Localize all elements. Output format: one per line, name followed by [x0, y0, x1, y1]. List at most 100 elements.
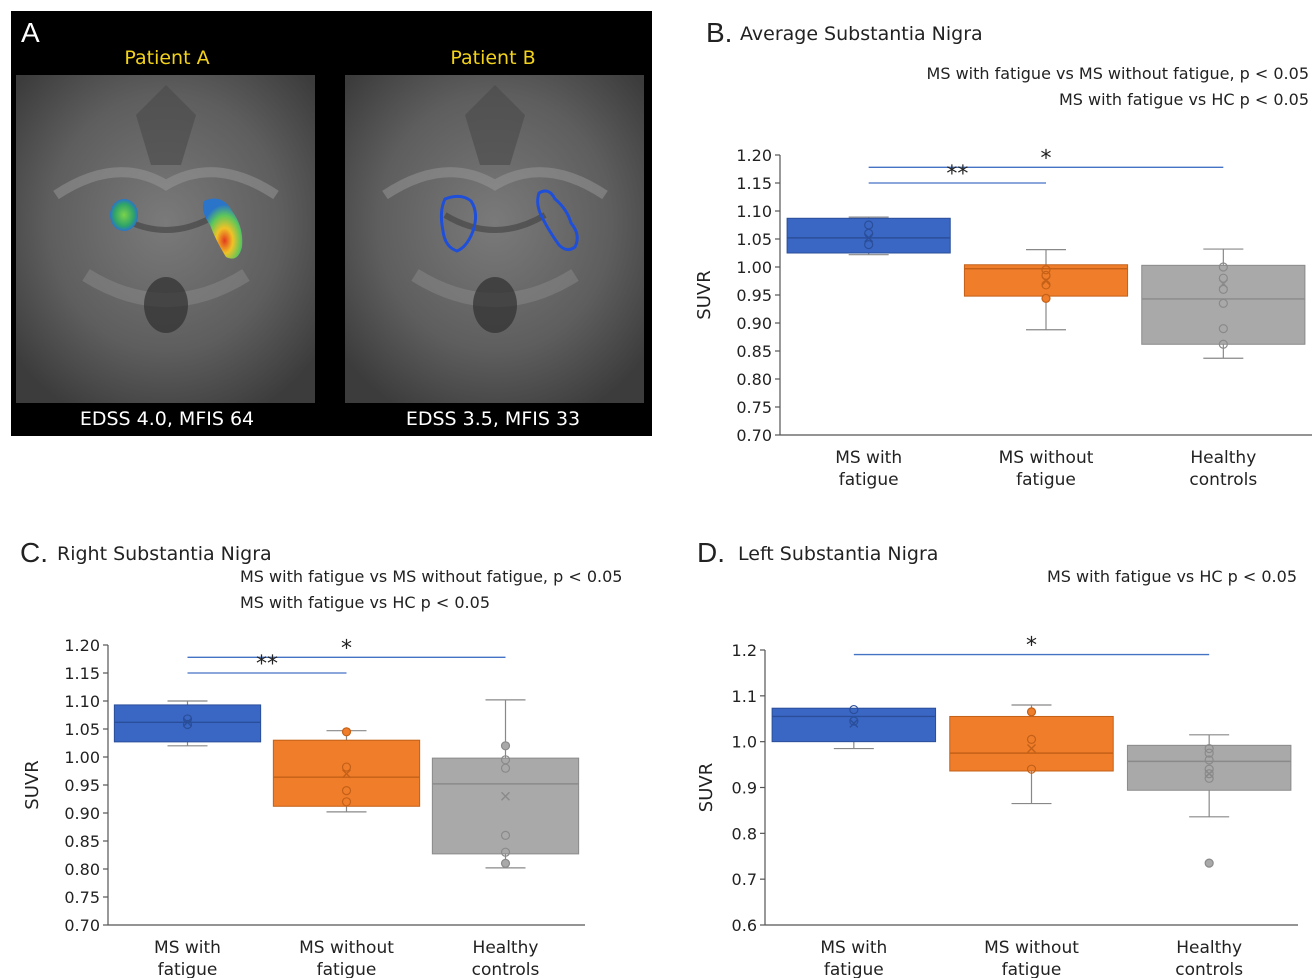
y-tick-label: 1.20 — [736, 146, 772, 165]
category-label: fatigue — [1016, 470, 1076, 490]
mean-marker — [501, 791, 510, 801]
data-point — [1218, 298, 1228, 308]
mean-marker — [183, 717, 192, 727]
box-1 — [949, 704, 1114, 805]
data-point — [1218, 324, 1228, 334]
data-point — [1204, 769, 1214, 779]
data-point — [1026, 707, 1037, 717]
panel-b-note-2: MS with fatigue vs HC p < 0.05 — [1059, 90, 1309, 109]
mean-marker — [1027, 744, 1036, 754]
data-point — [1204, 743, 1214, 754]
y-tick-label: 0.75 — [736, 398, 772, 417]
panel-d-title: Left Substantia Nigra — [738, 543, 939, 565]
mean-marker — [849, 718, 859, 728]
y-tick-label: 0.85 — [736, 342, 772, 361]
data-point — [500, 741, 511, 751]
data-point — [500, 763, 511, 773]
significance-label: * — [341, 636, 352, 661]
mri-image-patient-b — [345, 75, 644, 403]
data-point — [849, 704, 859, 715]
data-point — [341, 727, 352, 737]
category-label: MS without — [999, 448, 1094, 468]
data-point — [1041, 293, 1051, 303]
box-iqr — [786, 217, 951, 254]
mri-panel: A Patient A Patient B — [11, 11, 652, 436]
patient-b-caption: EDSS 3.5, MFIS 33 — [405, 408, 581, 430]
data-point — [1204, 858, 1214, 868]
box-0 — [113, 700, 262, 747]
y-tick-label: 0.80 — [736, 370, 772, 389]
category-label: fatigue — [158, 960, 218, 978]
y-tick-label: 0.85 — [64, 832, 100, 851]
y-tick-label: 0.95 — [64, 776, 100, 795]
y-tick-label: 1.1 — [732, 687, 757, 706]
mean-marker — [1218, 279, 1228, 289]
y-tick-label: 1.10 — [64, 692, 100, 711]
box-2 — [431, 699, 580, 869]
y-tick-label: 1.15 — [64, 664, 100, 683]
data-point — [500, 858, 511, 868]
y-axis-label: SUVR — [694, 270, 715, 319]
y-tick-label: 0.75 — [64, 888, 100, 907]
chart-average-substantia-nigra: 0.70 0.75 0.80 0.85 0.90 0.95 1.00 1.05 1.10 1.15… — [694, 146, 1312, 490]
data-point — [341, 762, 352, 772]
y-tick-label: 0.8 — [732, 824, 757, 843]
data-point — [1204, 748, 1214, 758]
mean-marker — [1041, 276, 1051, 286]
category-label: controls — [472, 960, 540, 978]
data-point — [1041, 265, 1051, 275]
y-tick-label: 0.80 — [64, 860, 100, 879]
data-point — [500, 847, 511, 857]
category-label: MS without — [299, 938, 394, 958]
y-tick-label: 1.05 — [736, 230, 772, 249]
box-iqr — [1141, 264, 1306, 345]
data-point — [1204, 755, 1214, 765]
box-1 — [272, 727, 421, 813]
data-point — [500, 830, 511, 840]
panel-d-letter: D. — [697, 537, 725, 568]
chart-right-substantia-nigra: 0.70 0.75 0.80 0.85 0.90 0.95 1.00 1.05 1.10 1.15… — [22, 636, 585, 978]
box-2 — [1141, 248, 1306, 359]
category-label: controls — [1189, 470, 1257, 490]
panel-a-letter: A — [21, 17, 40, 48]
y-tick-label: 1.15 — [736, 174, 772, 193]
category-label: Healthy — [473, 938, 539, 958]
mean-marker — [1204, 769, 1214, 779]
category-label: MS without — [984, 938, 1079, 958]
data-point — [1218, 284, 1228, 294]
data-point — [849, 716, 859, 726]
box-0 — [786, 216, 951, 256]
box-0 — [771, 704, 937, 750]
significance-label: ** — [256, 652, 278, 677]
y-tick-label: 0.70 — [64, 916, 100, 935]
y-tick-label: 0.70 — [736, 426, 772, 445]
mri-image-patient-a — [16, 75, 315, 403]
y-tick-label: 0.90 — [736, 314, 772, 333]
y-tick-label: 0.9 — [732, 779, 757, 798]
data-point — [864, 239, 874, 250]
data-point — [1026, 734, 1037, 744]
category-label: Healthy — [1176, 938, 1242, 958]
significance-label: * — [1026, 634, 1037, 659]
patient-a-caption: EDSS 4.0, MFIS 64 — [79, 408, 255, 430]
data-point — [1218, 273, 1228, 283]
y-tick-label: 1.20 — [64, 636, 100, 655]
mean-marker — [864, 233, 874, 243]
panel-c-letter: C. — [20, 537, 48, 568]
y-tick-label: 1.00 — [736, 258, 772, 277]
category-label: controls — [1175, 960, 1243, 978]
patient-b-title: Patient B — [450, 47, 536, 69]
panel-d-note-1: MS with fatigue vs HC p < 0.05 — [1047, 567, 1297, 586]
category-label: MS with — [154, 938, 221, 958]
y-axis-label: SUVR — [22, 760, 43, 809]
category-label: fatigue — [317, 960, 377, 978]
panel-c-note-1: MS with fatigue vs MS without fatigue, p… — [240, 567, 623, 586]
y-tick-label: 0.6 — [732, 916, 757, 935]
significance-label: ** — [946, 162, 968, 187]
chart-left-substantia-nigra: 0.6 0.7 0.8 0.9 1.0 1.1 1.2 SUVR MS with fatigue M… — [696, 634, 1298, 978]
y-tick-label: 1.2 — [732, 641, 757, 660]
panel-c-title: Right Substantia Nigra — [57, 543, 272, 565]
y-tick-label: 0.95 — [736, 286, 772, 305]
panel-c-note-2: MS with fatigue vs HC p < 0.05 — [240, 593, 490, 612]
y-tick-label: 1.05 — [64, 720, 100, 739]
